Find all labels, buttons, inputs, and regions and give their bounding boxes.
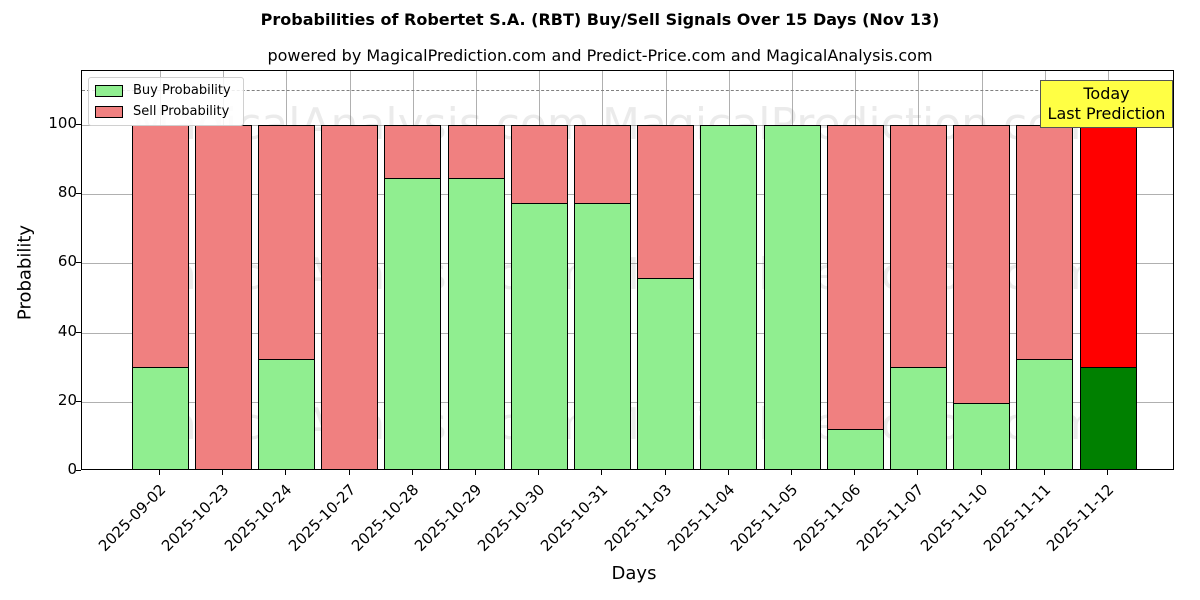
x-tick-mark [1043, 470, 1045, 475]
x-tick-mark [411, 470, 413, 475]
annotation-line-1: Today [1083, 84, 1130, 103]
y-tick-mark [76, 193, 81, 195]
plot-area: MagicalAnalysis.comMagicalPrediction.com… [81, 70, 1174, 470]
sell-swatch-icon [95, 105, 123, 118]
buy-bar [953, 402, 1011, 469]
buy-bar [257, 358, 315, 469]
x-tick-mark [538, 470, 540, 475]
x-tick-mark [917, 470, 919, 475]
sell-bar [953, 125, 1011, 404]
buy-bar [510, 202, 568, 469]
buy-bar [1079, 367, 1137, 469]
sell-bar [510, 125, 568, 204]
x-tick-mark [791, 470, 792, 475]
sell-bar [384, 125, 442, 179]
y-tick-mark [76, 262, 81, 264]
y-axis-title: Probability [14, 224, 36, 321]
y-tick-label: 100 [48, 114, 77, 132]
sell-bar [321, 125, 379, 469]
buy-bar [700, 125, 758, 469]
buy-bar [1016, 358, 1074, 469]
y-tick-mark [76, 400, 81, 402]
y-tick-label: 40 [57, 321, 77, 340]
buy-bar [447, 177, 505, 469]
y-tick-mark [76, 124, 81, 125]
y-tick-label: 20 [57, 390, 77, 409]
x-axis-title: Days [611, 563, 657, 584]
buy-bar [131, 367, 189, 469]
buy-bar [826, 429, 884, 469]
sell-bar [1079, 125, 1137, 369]
chart-subtitle: powered by MagicalPrediction.com and Pre… [267, 46, 933, 65]
buy-bar [384, 177, 442, 469]
sell-bar [447, 125, 505, 179]
legend: Buy Probability Sell Probability [88, 77, 244, 126]
buy-bar [763, 125, 821, 469]
chart-title: Probabilities of Robertet S.A. (RBT) Buy… [260, 10, 940, 29]
x-tick-mark [601, 470, 603, 475]
x-tick-mark [159, 470, 160, 475]
legend-sell-label: Sell Probability [133, 104, 230, 119]
y-tick-label: 0 [67, 460, 77, 478]
y-tick-label: 80 [57, 183, 77, 202]
sell-bar [573, 125, 631, 204]
x-tick-mark [727, 470, 729, 475]
legend-item-sell: Sell Probability [95, 104, 229, 119]
reference-line [82, 90, 1173, 92]
legend-item-buy: Buy Probability [95, 83, 231, 98]
buy-bar [573, 202, 631, 469]
x-tick-mark [222, 470, 224, 475]
annotation-line-2: Last Prediction [1047, 104, 1166, 123]
sell-bar [826, 125, 884, 431]
sell-bar [1016, 125, 1074, 360]
sell-bar [194, 125, 252, 469]
y-tick-mark [76, 470, 81, 471]
y-tick-mark [76, 331, 81, 333]
x-tick-mark [348, 470, 350, 475]
buy-bar [637, 277, 695, 469]
x-tick-mark [854, 470, 856, 475]
sell-bar [131, 125, 189, 369]
sell-bar [257, 125, 315, 360]
x-tick-mark [980, 470, 982, 475]
x-tick-mark [664, 470, 666, 475]
buy-swatch-icon [95, 84, 123, 97]
x-tick-mark [1107, 470, 1108, 475]
y-tick-label: 60 [57, 252, 77, 271]
buy-bar [889, 367, 947, 469]
today-annotation: Today Last Prediction [1040, 80, 1173, 128]
x-tick-mark [285, 470, 287, 475]
x-tick-mark [475, 470, 476, 475]
legend-buy-label: Buy Probability [133, 83, 231, 98]
sell-bar [889, 125, 947, 369]
sell-bar [637, 125, 695, 279]
